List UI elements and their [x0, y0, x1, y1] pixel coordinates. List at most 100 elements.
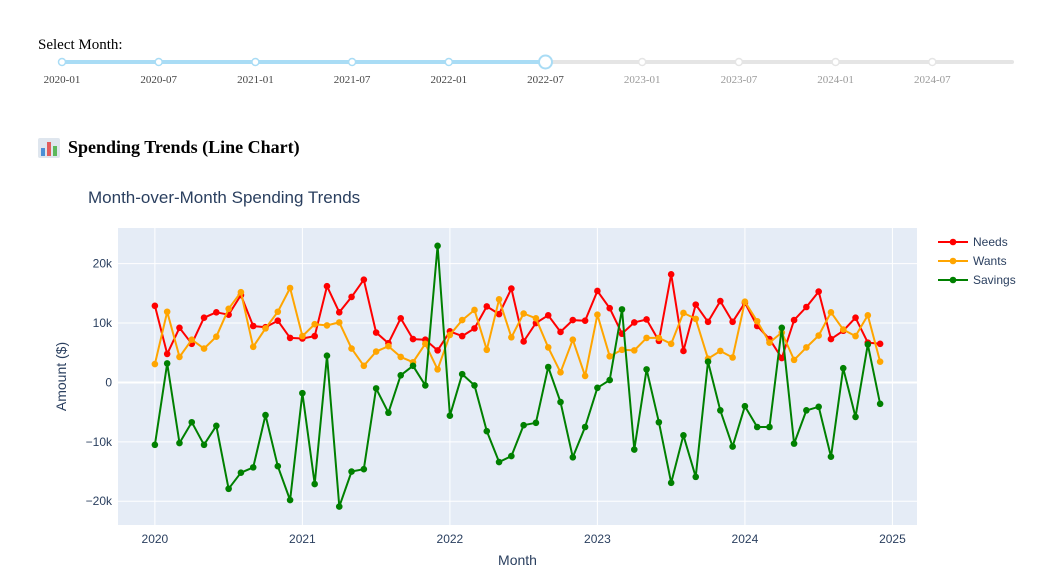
data-point: [409, 335, 417, 343]
data-point: [803, 407, 810, 414]
data-point: [815, 403, 822, 411]
data-point: [655, 334, 663, 342]
data-point: [532, 419, 540, 427]
data-point: [188, 418, 196, 426]
data-point: [385, 409, 392, 417]
data-point: [311, 320, 318, 328]
data-point: [606, 376, 613, 384]
slider-tick[interactable]: [928, 57, 937, 67]
data-point: [200, 441, 208, 449]
legend-label: Savings: [973, 273, 1016, 287]
data-point: [397, 372, 405, 379]
month-slider[interactable]: Select Month: 2020-01 2020-07 2021-01 2021-…: [0, 0, 1040, 100]
data-point: [815, 332, 822, 339]
slider-handle[interactable]: [538, 54, 553, 70]
data-point: [692, 315, 700, 323]
slider-track[interactable]: 2020-01 2020-07 2021-01 2021-07 2022-01 2022-…: [0, 0, 1040, 100]
data-point: [594, 384, 601, 392]
data-point: [827, 309, 835, 316]
data-point: [557, 369, 564, 376]
data-point: [606, 304, 613, 312]
data-point: [397, 353, 405, 361]
data-point: [262, 411, 269, 419]
y-axis-label: Amount ($): [53, 342, 69, 411]
legend-label: Needs: [973, 235, 1008, 249]
data-point: [286, 496, 294, 504]
data-point: [360, 465, 368, 473]
data-point: [803, 303, 810, 311]
data-point: [335, 309, 343, 316]
data-point: [348, 293, 355, 301]
data-point: [692, 301, 700, 308]
data-point: [237, 288, 245, 296]
slider-tick[interactable]: [831, 57, 840, 67]
data-point: [655, 418, 663, 426]
data-point: [717, 297, 724, 305]
y-tick-label: −10k: [86, 435, 113, 449]
x-tick-label: 2020: [142, 532, 169, 546]
slider-tick[interactable]: [734, 57, 744, 67]
data-point: [262, 325, 269, 332]
data-point: [815, 288, 822, 295]
spending-line-chart: Month-over-Month Spending Trends −20k −10k…: [53, 188, 1016, 568]
slider-tick[interactable]: [154, 57, 163, 67]
data-point: [803, 344, 810, 351]
data-point: [323, 322, 331, 329]
data-point: [508, 333, 515, 341]
data-point: [434, 347, 441, 354]
legend-item-needs[interactable]: Needs: [938, 235, 1008, 249]
data-point: [176, 439, 183, 447]
data-point: [372, 348, 380, 355]
data-point: [151, 441, 159, 449]
data-point: [335, 503, 343, 510]
data-point: [876, 358, 884, 365]
slider-mark-label: 2020-07: [140, 74, 177, 86]
slider-tick[interactable]: [637, 57, 647, 67]
data-point: [876, 340, 884, 348]
slider-tick[interactable]: [347, 57, 357, 67]
data-point: [643, 316, 650, 323]
data-point: [852, 314, 859, 321]
slider-mark-label: 2023-01: [624, 74, 661, 86]
legend-item-wants[interactable]: Wants: [938, 254, 1007, 268]
data-point: [323, 352, 331, 360]
bar-chart-icon: [38, 137, 60, 158]
legend-marker: [949, 276, 957, 284]
data-point: [618, 306, 626, 313]
data-point: [839, 326, 847, 333]
data-point: [544, 344, 552, 351]
series-line: [153, 287, 882, 377]
data-point: [790, 440, 798, 447]
legend-item-savings[interactable]: Savings: [938, 273, 1016, 287]
slider-tick[interactable]: [444, 57, 454, 67]
data-point: [458, 316, 466, 324]
data-point: [434, 366, 441, 373]
slider-mark-label: 2022-01: [430, 74, 467, 86]
data-point: [163, 350, 171, 358]
data-point: [581, 372, 589, 380]
data-point: [876, 400, 884, 408]
data-point: [594, 287, 601, 295]
data-point: [630, 319, 638, 326]
data-point: [520, 421, 527, 429]
y-tick-label: −20k: [86, 494, 113, 508]
data-point: [581, 317, 589, 324]
slider-tick[interactable]: [57, 57, 67, 67]
data-point: [680, 432, 687, 439]
data-point: [274, 308, 282, 316]
slider-mark-label: 2022-07: [527, 74, 564, 86]
data-point: [544, 363, 552, 371]
data-point: [495, 295, 503, 303]
slider-tick[interactable]: [251, 57, 260, 67]
data-point: [483, 427, 491, 435]
x-axis-label: Month: [498, 552, 537, 568]
legend-marker: [949, 238, 957, 246]
slider-mark-label: 2024-07: [914, 74, 951, 86]
data-point: [213, 309, 220, 316]
data-point: [692, 473, 700, 481]
data-point: [508, 285, 515, 292]
data-point: [151, 360, 159, 368]
x-tick-label: 2025: [879, 532, 906, 546]
data-point: [311, 480, 318, 488]
data-point: [348, 468, 355, 475]
